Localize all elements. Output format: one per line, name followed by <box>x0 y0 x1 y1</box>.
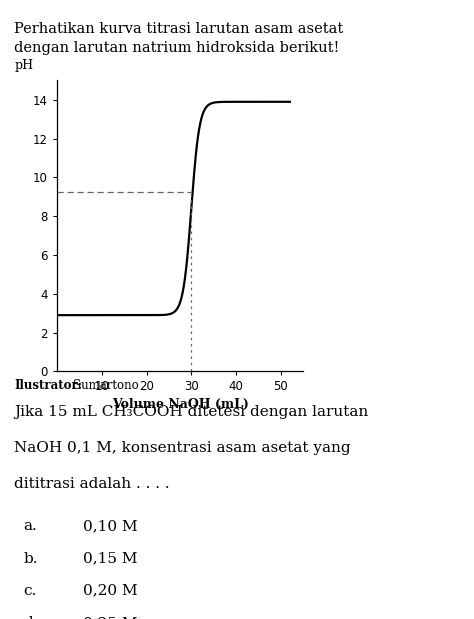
Text: 0,20 M: 0,20 M <box>83 584 137 598</box>
Text: NaOH 0,1 M, konsentrasi asam asetat yang: NaOH 0,1 M, konsentrasi asam asetat yang <box>14 441 351 456</box>
Text: c.: c. <box>24 584 37 598</box>
Text: 0,25 M: 0,25 M <box>83 616 137 619</box>
Text: Sumartono: Sumartono <box>73 379 139 392</box>
Text: dengan larutan natrium hidroksida berikut!: dengan larutan natrium hidroksida beriku… <box>14 41 339 56</box>
Text: dititrasi adalah . . . .: dititrasi adalah . . . . <box>14 477 170 491</box>
Text: Ilustrator:: Ilustrator: <box>14 379 82 392</box>
Text: 0,15 M: 0,15 M <box>83 552 137 566</box>
Text: Jika 15 mL CH₃COOH ditetesi dengan larutan: Jika 15 mL CH₃COOH ditetesi dengan larut… <box>14 405 368 420</box>
X-axis label: Volume NaOH (mL): Volume NaOH (mL) <box>112 397 248 410</box>
Text: pH: pH <box>15 59 34 72</box>
Text: b.: b. <box>24 552 38 566</box>
Text: 0,10 M: 0,10 M <box>83 519 137 534</box>
Text: a.: a. <box>24 519 37 534</box>
Text: Perhatikan kurva titrasi larutan asam asetat: Perhatikan kurva titrasi larutan asam as… <box>14 22 344 36</box>
Text: d.: d. <box>24 616 38 619</box>
